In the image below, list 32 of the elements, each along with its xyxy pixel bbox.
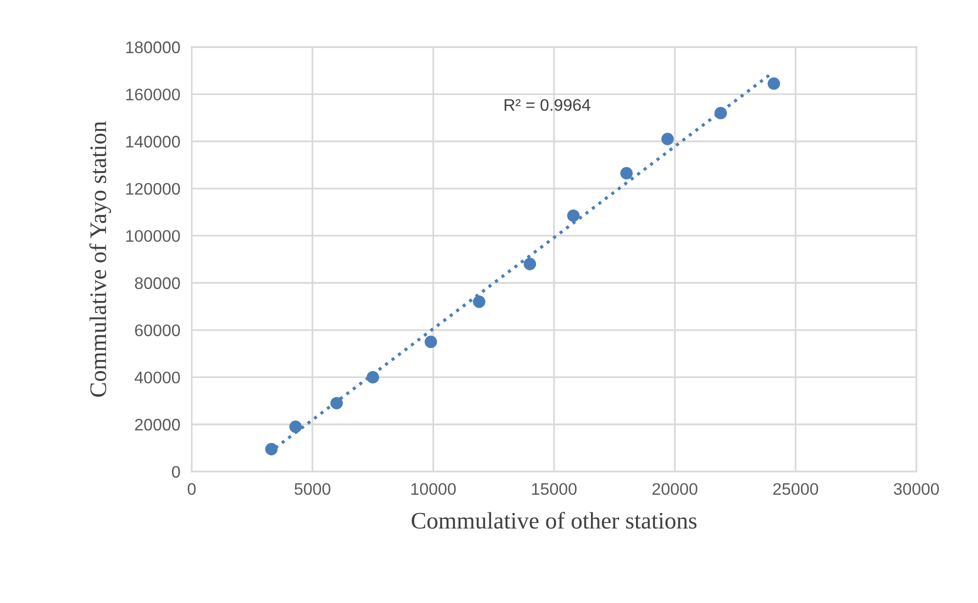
- y-tick-label: 120000: [126, 182, 180, 195]
- y-tick-label: 80000: [134, 277, 180, 290]
- x-tick-label: 25000: [773, 483, 818, 495]
- point: [366, 371, 380, 384]
- point: [265, 442, 278, 456]
- y-tick-label: 160000: [126, 88, 180, 100]
- y-tick-label: 0: [172, 466, 180, 478]
- y-tick-label: 20000: [135, 418, 180, 431]
- y-tick-label: 180000: [126, 41, 180, 54]
- point: [330, 396, 343, 410]
- point: [714, 106, 727, 120]
- y-tick-label: 100000: [126, 230, 180, 242]
- x-tick-label: 15000: [532, 483, 577, 495]
- point: [472, 296, 486, 308]
- point: [289, 420, 302, 433]
- point: [768, 77, 780, 90]
- point: [567, 209, 580, 222]
- point: [620, 166, 633, 180]
- x-tick-label: 30000: [894, 483, 939, 495]
- y-axis-title: Commulative of Yayo station: [89, 121, 112, 397]
- x-tick-label: 20000: [652, 483, 698, 495]
- x-tick-label: 0: [188, 483, 196, 495]
- point: [661, 132, 674, 146]
- x-tick-label: 5000: [294, 483, 330, 495]
- x-tick-label: 10000: [411, 483, 456, 495]
- y-tick-label: 40000: [134, 372, 180, 384]
- point: [524, 258, 536, 270]
- x-axis-title: Commulative of other stations: [412, 512, 696, 529]
- y-tick-label: 140000: [126, 136, 180, 148]
- point: [424, 336, 438, 348]
- annotation: R² = 0.9964: [504, 99, 590, 111]
- y-tick-label: 60000: [135, 324, 180, 336]
